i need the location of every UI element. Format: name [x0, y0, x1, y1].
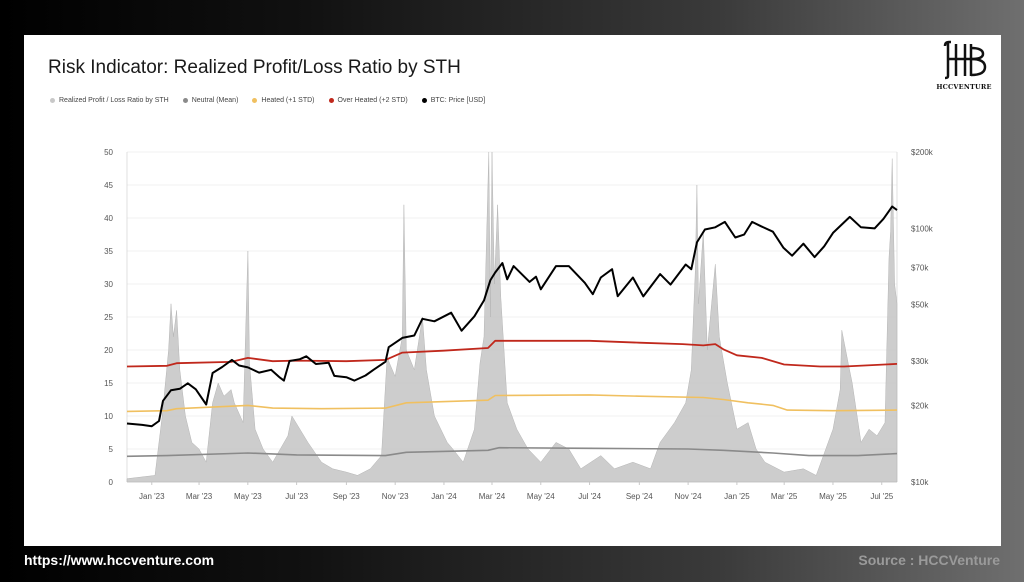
chart-legend: Realized Profit / Loss Ratio by STH Neutr… — [50, 97, 485, 104]
y-left-tick-label: 45 — [104, 181, 113, 190]
x-tick-label: Mar '24 — [479, 492, 506, 501]
x-tick-label: Mar '25 — [771, 492, 798, 501]
y-left-tick-label: 15 — [104, 379, 113, 388]
series-neutral-line — [126, 446, 898, 458]
x-tick-label: May '25 — [819, 492, 847, 501]
series-btc-price-line — [126, 205, 898, 428]
legend-item[interactable]: Neutral (Mean) — [182, 97, 239, 104]
legend-label: BTC: Price [USD] — [430, 97, 486, 104]
x-tick-label: May '23 — [234, 492, 262, 501]
legend-label: Neutral (Mean) — [191, 97, 239, 104]
y-left-tick-label: 30 — [104, 280, 113, 289]
x-tick-label: May '24 — [527, 492, 555, 501]
x-tick-label: Jan '25 — [724, 492, 750, 501]
legend-swatch-icon — [421, 98, 427, 103]
y-right-tick-label: $30k — [911, 357, 929, 366]
y-left-tick-label: 35 — [104, 247, 113, 256]
x-tick-label: Jan '24 — [431, 492, 457, 501]
legend-label: Over Heated (+2 STD) — [337, 97, 408, 104]
legend-label: Heated (+1 STD) — [261, 97, 315, 104]
legend-swatch-icon — [328, 98, 334, 103]
y-left-tick-label: 0 — [109, 478, 114, 487]
legend-item[interactable]: Over Heated (+2 STD) — [328, 97, 408, 104]
y-right-tick-label: $10k — [911, 478, 929, 487]
chart-plot: 0 5 10 15 20 25 30 35 40 45 50 $10k $20k $30k $50k $70k… — [104, 148, 934, 501]
x-tick-label: Jul '25 — [870, 492, 893, 501]
series-ratio-area — [126, 151, 898, 483]
series-heated-line — [126, 394, 898, 413]
y-left-tick-label: 20 — [104, 346, 113, 355]
legend-label: Realized Profit / Loss Ratio by STH — [59, 97, 169, 104]
legend-item[interactable]: Heated (+1 STD) — [252, 97, 315, 104]
x-tick-label: Nov '23 — [382, 492, 409, 501]
y-left-tick-label: 50 — [104, 148, 113, 157]
source-credit: Source : HCCVenture — [858, 552, 1000, 568]
hccventure-logo: HCCVENTURE — [935, 40, 993, 91]
y-left-tick-label: 5 — [109, 445, 114, 454]
y-right-tick-label: $70k — [911, 264, 929, 273]
y-right-tick-label: $200k — [911, 148, 934, 157]
x-tick-label: Mar '23 — [186, 492, 213, 501]
x-tick-label: Jul '23 — [285, 492, 308, 501]
chart-title: Risk Indicator: Realized Profit/Loss Rat… — [48, 57, 461, 78]
y-right-tick-label: $100k — [911, 224, 934, 233]
legend-item[interactable]: Realized Profit / Loss Ratio by STH — [50, 97, 169, 104]
x-tick-label: Jan '23 — [139, 492, 165, 501]
y-right-tick-label: $20k — [911, 402, 929, 411]
logo-text: HCCVENTURE — [936, 83, 992, 91]
y-left-tick-label: 10 — [104, 412, 113, 421]
x-tick-label: Sep '23 — [333, 492, 360, 501]
y-right-tick-label: $50k — [911, 301, 929, 310]
legend-swatch-icon — [182, 98, 188, 103]
legend-swatch-icon — [50, 98, 55, 103]
x-tick-label: Jul '24 — [578, 492, 601, 501]
y-left-tick-label: 40 — [104, 214, 113, 223]
legend-swatch-icon — [252, 98, 258, 103]
chart-card: Risk Indicator: Realized Profit/Loss Rat… — [24, 35, 1001, 546]
logo-mark-icon — [943, 40, 987, 80]
website-link[interactable]: https://www.hccventure.com — [24, 552, 215, 568]
series-overheated-line — [126, 339, 898, 368]
legend-item[interactable]: BTC: Price [USD] — [421, 97, 486, 104]
y-left-tick-label: 25 — [104, 313, 113, 322]
x-tick-label: Sep '24 — [626, 492, 653, 501]
x-tick-label: Nov '24 — [675, 492, 702, 501]
